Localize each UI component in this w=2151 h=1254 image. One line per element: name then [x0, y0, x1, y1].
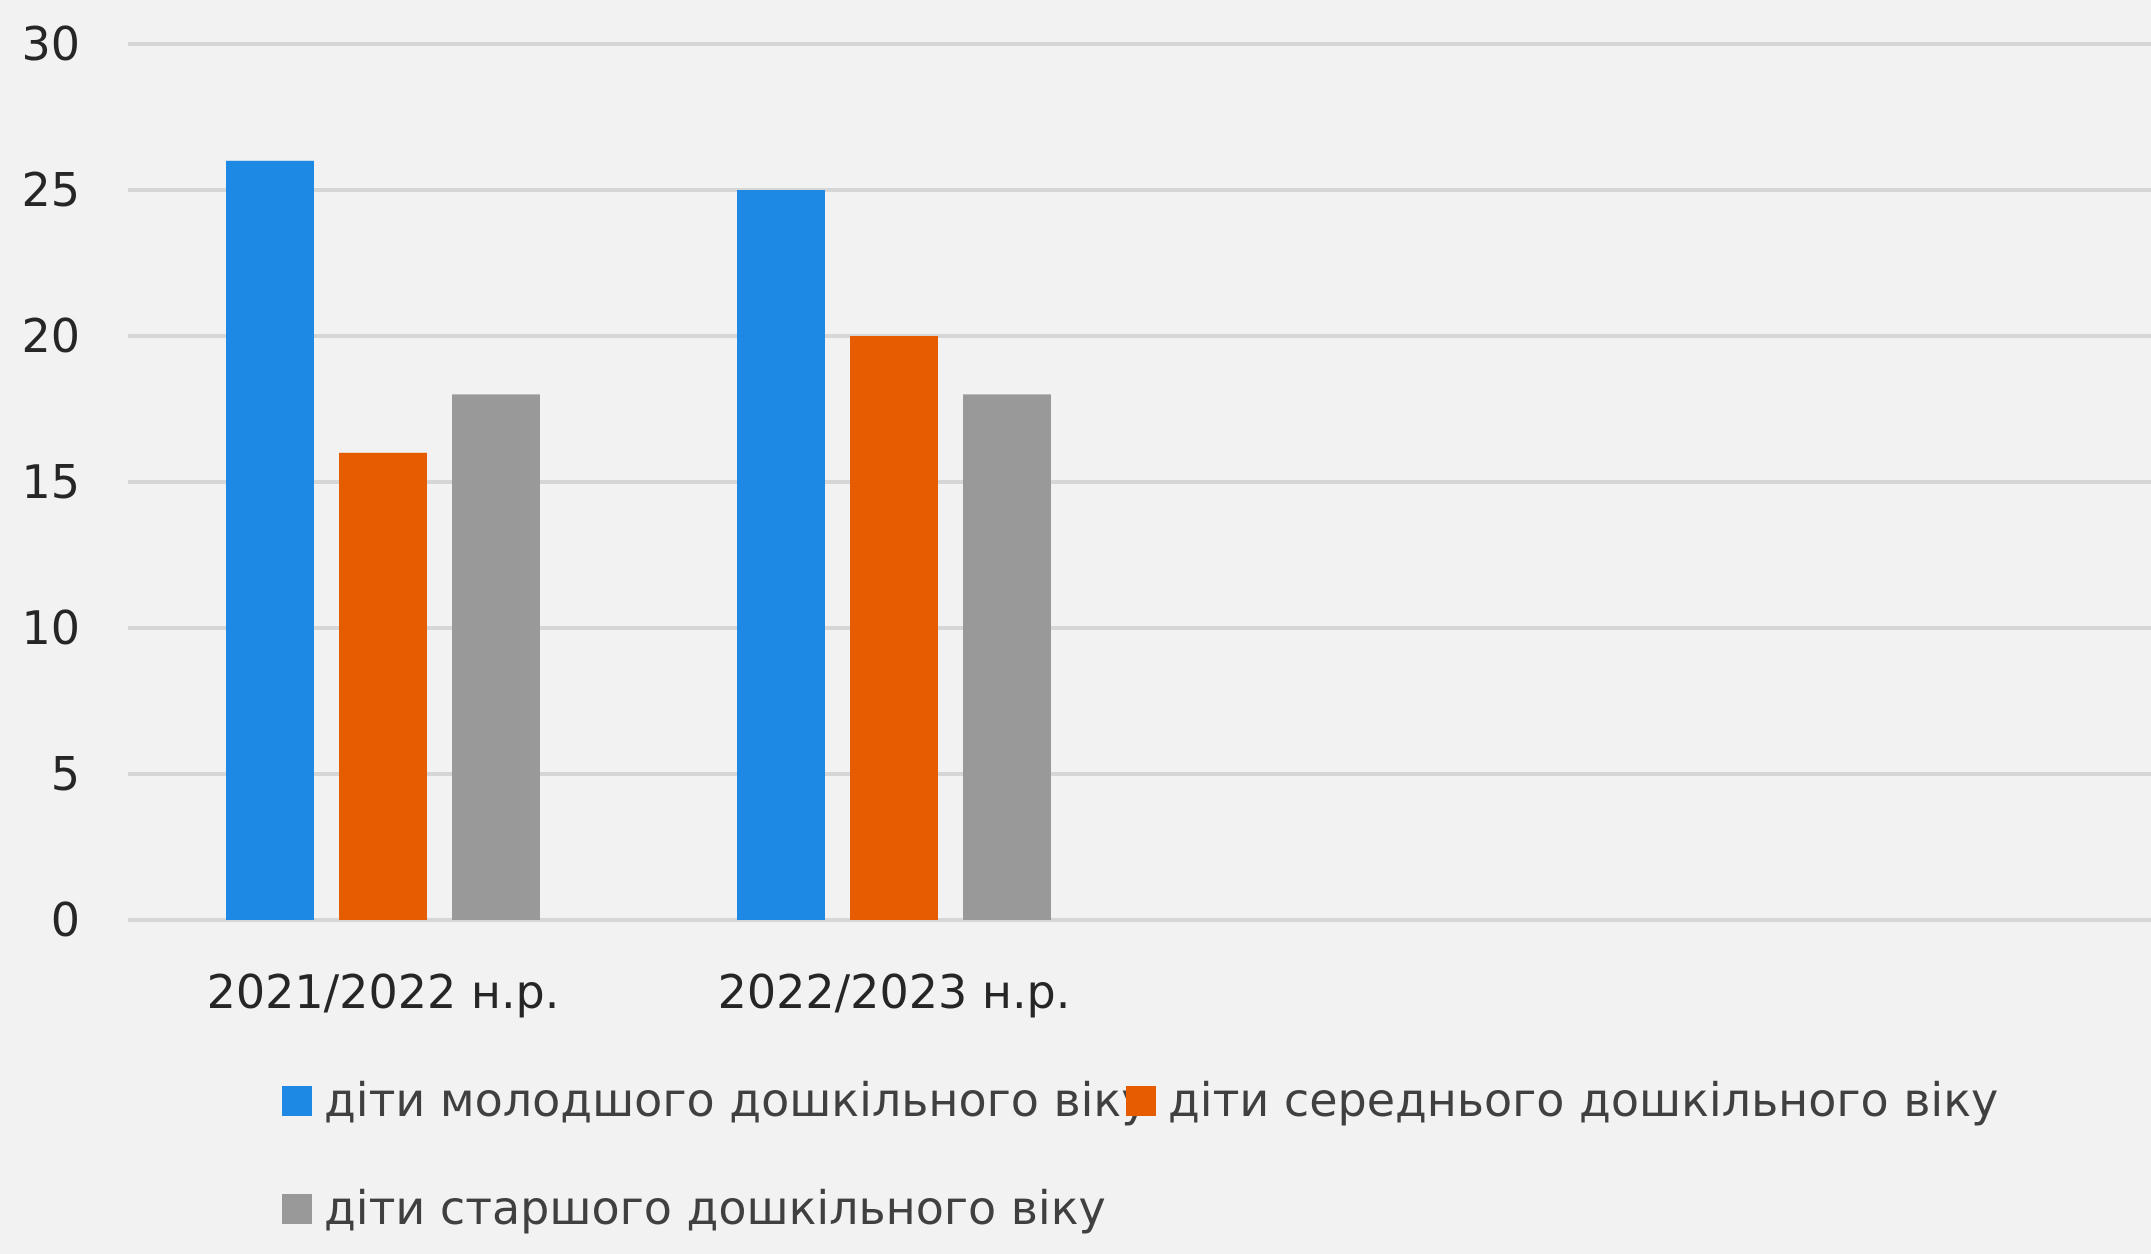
- bar-3-2: [963, 394, 1051, 920]
- bar-1-1: [226, 160, 314, 921]
- bars: [226, 160, 1051, 921]
- y-axis-tick-labels: 0 5 10 15 20 25 30: [21, 17, 80, 947]
- y-tick-label: 15: [21, 455, 80, 509]
- x-category-label: 2021/2022 н.р.: [207, 965, 560, 1019]
- bar-3-1: [452, 394, 540, 920]
- bar-2-1: [339, 452, 427, 920]
- y-tick-label: 25: [21, 163, 80, 217]
- gridlines: [128, 42, 2151, 922]
- legend: діти молодшого дошкільного віку діти сере…: [282, 1073, 1998, 1235]
- bar-1-2: [737, 190, 825, 920]
- legend-label-3: діти старшого дошкільного віку: [324, 1181, 1106, 1235]
- legend-swatch-1: [282, 1086, 312, 1116]
- legend-label-1: діти молодшого дошкільного віку: [324, 1073, 1148, 1127]
- y-tick-label: 30: [21, 17, 80, 71]
- legend-label-2: діти середнього дошкільного віку: [1168, 1073, 1998, 1127]
- y-tick-label: 10: [21, 601, 80, 655]
- y-tick-label: 5: [51, 747, 80, 801]
- x-category-label: 2022/2023 н.р.: [718, 965, 1071, 1019]
- y-tick-label: 0: [51, 893, 80, 947]
- legend-swatch-2: [1126, 1086, 1156, 1116]
- y-tick-label: 20: [21, 309, 80, 363]
- legend-swatch-3: [282, 1194, 312, 1224]
- x-axis-category-labels: 2021/2022 н.р. 2022/2023 н.р.: [207, 965, 1071, 1019]
- bar-2-2: [850, 336, 938, 920]
